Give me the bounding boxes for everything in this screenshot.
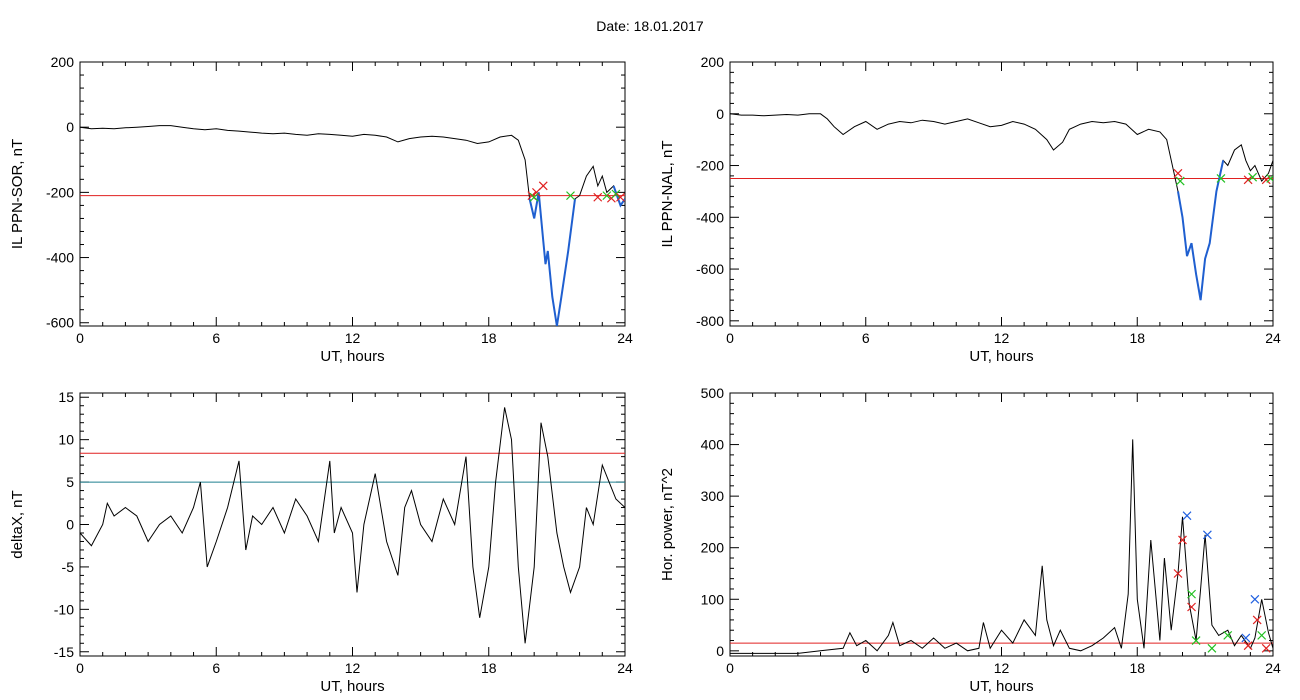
y-tick-label: -5 xyxy=(62,559,75,575)
x-tick-label: 0 xyxy=(76,330,84,346)
y-tick-label: 0 xyxy=(716,643,724,659)
x-tick-label: 18 xyxy=(481,330,497,346)
chart-hor-power: 0 6 12 18 24 500 400 300 200 100 0 UT, hours Hor. po… xyxy=(659,385,1281,695)
plot-area xyxy=(730,113,1273,301)
y-tick-label: 100 xyxy=(701,591,725,607)
x-tick-label: 18 xyxy=(1129,330,1145,346)
event-marker xyxy=(1173,569,1183,578)
event-marker xyxy=(1243,175,1253,185)
highlight-segment xyxy=(528,192,576,326)
x-tick-label: 6 xyxy=(212,660,220,676)
event-marker xyxy=(1252,615,1262,625)
event-marker xyxy=(566,191,575,201)
event-marker xyxy=(1216,174,1226,183)
event-marker xyxy=(593,192,603,202)
event-marker xyxy=(1266,174,1273,183)
series-line xyxy=(80,407,625,644)
event-marker xyxy=(1187,589,1196,599)
x-tick-label: 24 xyxy=(617,660,633,676)
event-marker xyxy=(1223,630,1233,640)
y-tick-label: -200 xyxy=(46,184,74,200)
x-tick-label: 24 xyxy=(1265,330,1281,346)
x-tick-label: 0 xyxy=(726,330,734,346)
y-tick-label: -800 xyxy=(696,313,724,329)
plot-area xyxy=(80,407,625,644)
event-marker xyxy=(1178,535,1187,545)
event-marker xyxy=(1182,511,1192,521)
chart-deltax: 0 6 12 18 24 15 10 5 0 -5 -10 -15 UT, hours deltaX, n… xyxy=(9,389,633,695)
x-tick-label: 12 xyxy=(345,660,361,676)
y-tick-label: 0 xyxy=(716,106,724,122)
y-tick-label: 15 xyxy=(58,389,74,405)
y-tick-label: -400 xyxy=(46,250,74,266)
event-marker xyxy=(1248,172,1258,182)
y-tick-label: 5 xyxy=(66,474,74,490)
chart-ppn-sor: 0 6 12 18 24 200 0 -200 -400 -600 UT, hours IL PPN-… xyxy=(9,54,633,365)
x-tick-label: 24 xyxy=(617,330,633,346)
y-axis-label: Hor. power, nT^2 xyxy=(659,468,676,581)
x-axis-label: UT, hours xyxy=(969,678,1033,695)
x-tick-label: 12 xyxy=(994,330,1010,346)
x-tick-label: 0 xyxy=(76,660,84,676)
x-tick-label: 18 xyxy=(481,660,497,676)
y-axis-label: deltaX, nT xyxy=(9,490,26,558)
y-tick-label: -15 xyxy=(54,644,74,660)
y-tick-label: -600 xyxy=(46,315,74,331)
y-tick-label: 500 xyxy=(701,385,725,401)
event-marker xyxy=(1241,633,1251,643)
plot-frame xyxy=(729,61,1274,327)
event-marker xyxy=(1191,636,1201,645)
y-axis-label: IL PPN-NAL, nT xyxy=(659,141,676,248)
plot-area xyxy=(730,439,1273,654)
y-tick-label: 300 xyxy=(701,488,725,504)
x-tick-label: 24 xyxy=(1265,660,1281,676)
x-tick-label: 6 xyxy=(862,660,870,676)
event-marker xyxy=(1257,630,1267,640)
y-tick-label: 10 xyxy=(58,432,74,448)
event-marker xyxy=(1207,643,1217,653)
event-marker xyxy=(1175,176,1185,186)
plot-frame xyxy=(79,61,626,327)
y-axis-label: IL PPN-SOR, nT xyxy=(9,139,26,249)
y-tick-label: 200 xyxy=(51,54,75,70)
series-line xyxy=(730,439,1273,654)
x-tick-label: 6 xyxy=(862,330,870,346)
event-marker xyxy=(538,181,548,191)
x-tick-label: 6 xyxy=(212,330,220,346)
series-line xyxy=(80,125,625,326)
y-tick-label: 0 xyxy=(66,119,74,135)
x-axis-label: UT, hours xyxy=(320,678,384,695)
plot-area xyxy=(80,125,625,326)
x-tick-label: 0 xyxy=(726,660,734,676)
series-line xyxy=(730,113,1273,301)
event-marker xyxy=(616,192,625,202)
y-tick-label: -200 xyxy=(696,158,724,174)
y-tick-label: -600 xyxy=(696,261,724,277)
date-label: Date: 18.01.2017 xyxy=(596,18,704,34)
chart-ppn-nal: 0 6 12 18 24 200 0 -200 -400 -600 -800 UT, hours IL … xyxy=(659,54,1281,365)
y-tick-label: 400 xyxy=(701,437,725,453)
x-axis-label: UT, hours xyxy=(969,348,1033,365)
event-marker xyxy=(602,191,612,201)
x-tick-label: 18 xyxy=(1129,660,1145,676)
y-tick-label: 200 xyxy=(701,54,725,70)
event-marker xyxy=(1250,594,1260,604)
event-marker xyxy=(611,189,621,199)
highlight-segment xyxy=(1177,160,1225,301)
event-marker xyxy=(1187,602,1196,612)
event-marker xyxy=(529,192,539,202)
event-marker xyxy=(1202,530,1212,540)
y-tick-label: -10 xyxy=(54,601,74,617)
event-marker xyxy=(1173,168,1183,178)
y-tick-label: 200 xyxy=(701,540,725,556)
event-marker xyxy=(1261,643,1271,653)
x-tick-label: 12 xyxy=(994,660,1010,676)
y-tick-label: 0 xyxy=(66,517,74,533)
y-tick-label: -400 xyxy=(696,209,724,225)
event-marker xyxy=(1243,641,1253,651)
x-axis-label: UT, hours xyxy=(320,348,384,365)
x-tick-label: 12 xyxy=(345,330,361,346)
